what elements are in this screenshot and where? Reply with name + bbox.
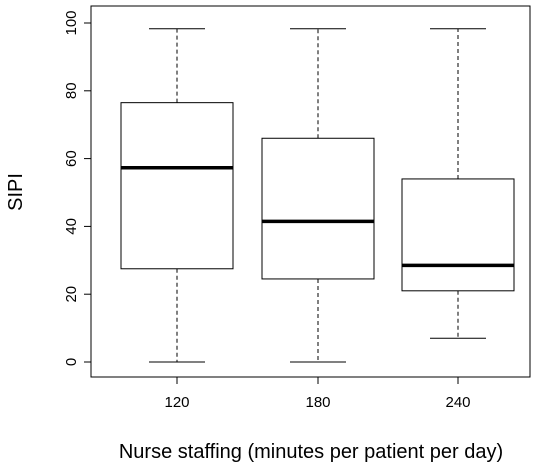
- box-240: [401, 28, 515, 339]
- y-tick-label: 20: [63, 286, 80, 303]
- y-tick-label: 40: [63, 218, 80, 235]
- y-tick-label: 100: [63, 10, 80, 35]
- y-tick-label: 60: [63, 150, 80, 167]
- box-180: [261, 28, 375, 363]
- box-iqr: [401, 178, 515, 292]
- y-tick-label: 0: [63, 358, 80, 366]
- x-tick-label: 120: [164, 394, 189, 411]
- box-iqr: [120, 102, 234, 270]
- x-tick-label: 240: [445, 394, 470, 411]
- box-iqr: [261, 137, 375, 280]
- y-axis: 0 20 40 60 80 100: [63, 10, 92, 366]
- x-axis-title: Nurse staffing (minutes per patient per …: [119, 441, 503, 463]
- box-120: [120, 28, 234, 363]
- y-axis-title: SIPI: [5, 173, 27, 211]
- y-tick-label: 80: [63, 82, 80, 99]
- x-axis: 120 180 240: [164, 376, 471, 411]
- x-tick-label: 180: [305, 394, 330, 411]
- box-series: [120, 28, 515, 363]
